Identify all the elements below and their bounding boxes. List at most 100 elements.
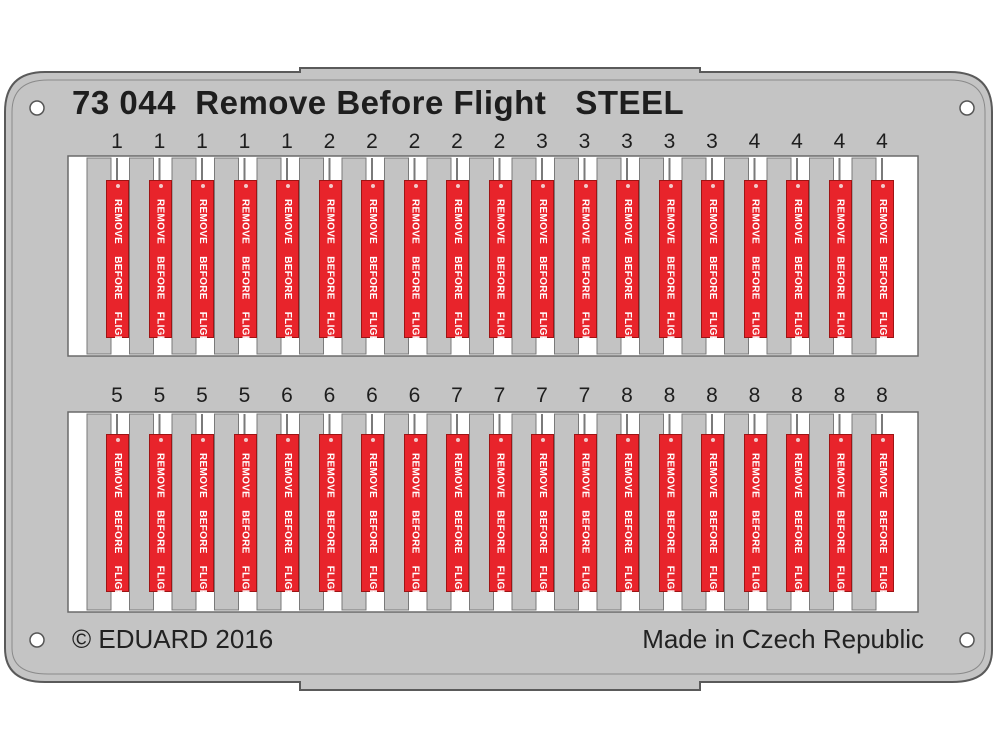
remove-before-flight-tag: REMOVE BEFORE FLIGHT <box>658 434 682 604</box>
remove-before-flight-tag: REMOVE BEFORE FLIGHT <box>658 180 682 350</box>
part-number: 5 <box>238 384 251 407</box>
part-number: 7 <box>536 384 548 407</box>
tag-label: REMOVE BEFORE FLIGHT <box>197 453 208 604</box>
tag-eyelet-hole <box>201 438 205 442</box>
part-number: 5 <box>153 384 166 407</box>
remove-before-flight-tag: REMOVE BEFORE FLIGHT <box>701 434 724 604</box>
part-number: 8 <box>876 384 888 407</box>
tag-label: REMOVE BEFORE FLIGHT <box>749 453 761 604</box>
part-number: 5 <box>196 384 208 407</box>
tag-eyelet-hole <box>541 438 545 442</box>
remove-before-flight-tag: REMOVE BEFORE FLIGHT <box>233 180 257 350</box>
remove-before-flight-tag: REMOVE BEFORE FLIGHT <box>318 180 342 350</box>
remove-before-flight-tag: REMOVE BEFORE FLIGHT <box>233 434 257 604</box>
tag-eyelet-hole <box>541 184 545 188</box>
remove-before-flight-tag: REMOVE BEFORE FLIGHT <box>828 180 852 350</box>
part-number: 8 <box>833 384 846 407</box>
mount-hole <box>29 100 45 116</box>
remove-before-flight-tag: REMOVE BEFORE FLIGHT <box>616 434 639 604</box>
part-number: 3 <box>706 130 718 153</box>
part-number: 7 <box>493 384 506 407</box>
tag-eyelet-hole <box>456 184 460 188</box>
tag-eyelet-hole <box>838 438 843 442</box>
remove-before-flight-tag: REMOVE BEFORE FLIGHT <box>871 434 894 604</box>
tag-eyelet-hole <box>796 184 800 188</box>
part-number: 2 <box>408 130 421 153</box>
remove-before-flight-tag: REMOVE BEFORE FLIGHT <box>531 434 554 604</box>
remove-before-flight-tag: REMOVE BEFORE FLIGHT <box>106 180 129 350</box>
part-number: 2 <box>323 130 336 153</box>
tag-label: REMOVE BEFORE FLIGHT <box>622 199 633 350</box>
remove-before-flight-tag: REMOVE BEFORE FLIGHT <box>191 180 214 350</box>
remove-before-flight-tag: REMOVE BEFORE FLIGHT <box>403 434 427 604</box>
part-number: 4 <box>833 130 846 153</box>
tag-label: REMOVE BEFORE FLIGHT <box>197 199 208 350</box>
tag-label: REMOVE BEFORE FLIGHT <box>707 453 718 604</box>
part-number: 1 <box>153 130 166 153</box>
remove-before-flight-tag: REMOVE BEFORE FLIGHT <box>701 180 724 350</box>
tag-eyelet-hole <box>881 184 885 188</box>
tag-eyelet-hole <box>711 184 715 188</box>
tag-eyelet-hole <box>158 438 163 442</box>
part-number: 3 <box>621 130 633 153</box>
part-number: 5 <box>111 384 123 407</box>
part-number: 3 <box>536 130 548 153</box>
tag-eyelet-hole <box>286 184 290 188</box>
tag-eyelet-hole <box>668 184 673 188</box>
tag-label: REMOVE BEFORE FLIGHT <box>622 453 633 604</box>
mount-hole <box>29 632 45 648</box>
tag-label: REMOVE BEFORE FLIGHT <box>239 199 251 350</box>
tag-eyelet-hole <box>116 438 120 442</box>
tag-eyelet-hole <box>668 438 673 442</box>
part-number: 7 <box>578 384 591 407</box>
remove-before-flight-tag: REMOVE BEFORE FLIGHT <box>361 180 384 350</box>
part-number: 8 <box>706 384 718 407</box>
tag-label: REMOVE BEFORE FLIGHT <box>494 453 506 604</box>
fret-title: 73 044 Remove Before Flight STEEL <box>72 84 685 121</box>
tag-label: REMOVE BEFORE FLIGHT <box>367 199 378 350</box>
part-number: 4 <box>791 130 803 153</box>
tag-eyelet-hole <box>328 184 333 188</box>
tag-label: REMOVE BEFORE FLIGHT <box>282 199 293 350</box>
tag-label: REMOVE BEFORE FLIGHT <box>452 199 463 350</box>
tag-label: REMOVE BEFORE FLIGHT <box>112 453 123 604</box>
remove-before-flight-tag: REMOVE BEFORE FLIGHT <box>828 434 852 604</box>
tag-eyelet-hole <box>753 438 758 442</box>
part-number: 2 <box>366 130 378 153</box>
tag-label: REMOVE BEFORE FLIGHT <box>154 199 166 350</box>
remove-before-flight-tag: REMOVE BEFORE FLIGHT <box>276 434 299 604</box>
tag-eyelet-hole <box>796 438 800 442</box>
tag-label: REMOVE BEFORE FLIGHT <box>877 199 888 350</box>
tag-eyelet-hole <box>243 184 248 188</box>
tag-label: REMOVE BEFORE FLIGHT <box>452 453 463 604</box>
tag-eyelet-hole <box>201 184 205 188</box>
tag-label: REMOVE BEFORE FLIGHT <box>792 453 803 604</box>
tag-label: REMOVE BEFORE FLIGHT <box>834 199 846 350</box>
remove-before-flight-tag: REMOVE BEFORE FLIGHT <box>531 180 554 350</box>
tag-label: REMOVE BEFORE FLIGHT <box>537 199 548 350</box>
tag-label: REMOVE BEFORE FLIGHT <box>112 199 123 350</box>
tag-label: REMOVE BEFORE FLIGHT <box>409 199 421 350</box>
tag-label: REMOVE BEFORE FLIGHT <box>664 453 676 604</box>
remove-before-flight-tag: REMOVE BEFORE FLIGHT <box>786 180 809 350</box>
remove-before-flight-tag: REMOVE BEFORE FLIGHT <box>743 180 767 350</box>
tag-label: REMOVE BEFORE FLIGHT <box>324 199 336 350</box>
part-number: 1 <box>196 130 208 153</box>
tag-eyelet-hole <box>116 184 120 188</box>
tag-label: REMOVE BEFORE FLIGHT <box>154 453 166 604</box>
part-number: 8 <box>663 384 676 407</box>
tag-eyelet-hole <box>371 438 375 442</box>
remove-before-flight-tag: REMOVE BEFORE FLIGHT <box>743 434 767 604</box>
remove-before-flight-tag: REMOVE BEFORE FLIGHT <box>616 180 639 350</box>
tag-eyelet-hole <box>711 438 715 442</box>
mount-hole <box>959 100 975 116</box>
origin-text: Made in Czech Republic <box>642 624 924 654</box>
fret-inner-edge <box>11 79 986 675</box>
remove-before-flight-tag: REMOVE BEFORE FLIGHT <box>191 434 214 604</box>
tag-label: REMOVE BEFORE FLIGHT <box>834 453 846 604</box>
remove-before-flight-tag: REMOVE BEFORE FLIGHT <box>786 434 809 604</box>
tag-label: REMOVE BEFORE FLIGHT <box>324 453 336 604</box>
part-number: 3 <box>578 130 591 153</box>
mount-hole <box>959 632 975 648</box>
remove-before-flight-tag: REMOVE BEFORE FLIGHT <box>573 434 597 604</box>
